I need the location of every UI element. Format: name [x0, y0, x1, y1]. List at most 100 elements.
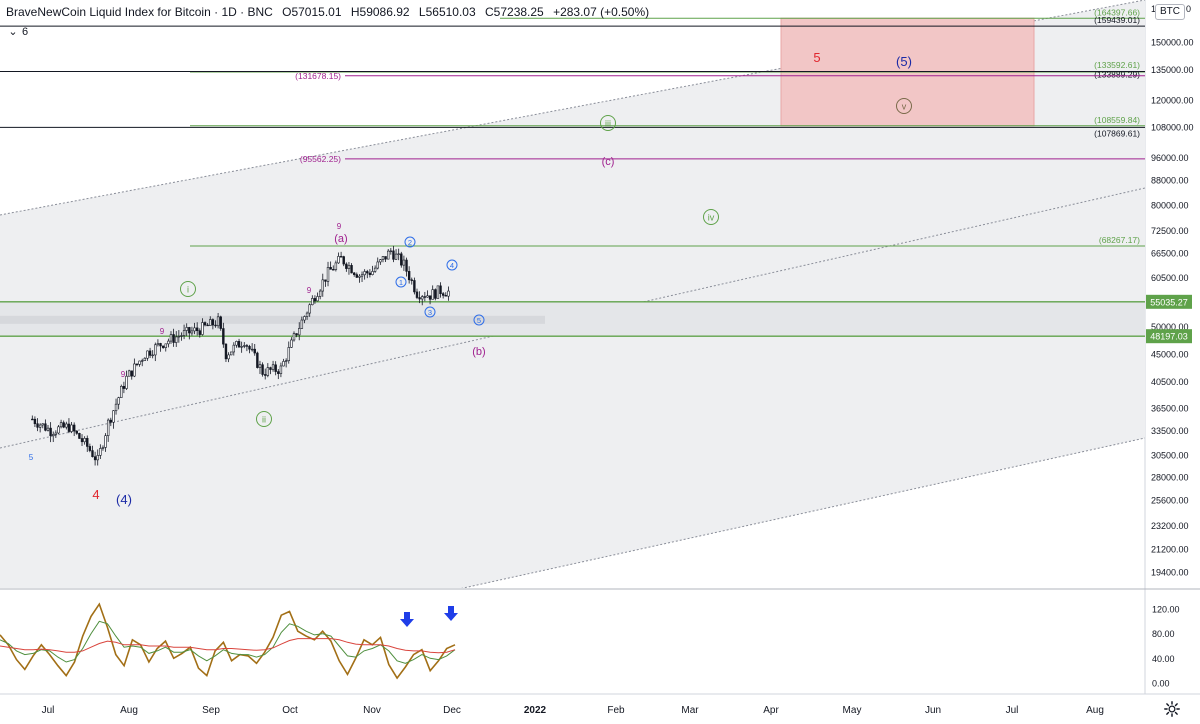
candle-body [180, 335, 183, 337]
candle-body [114, 403, 118, 412]
candle-body [402, 259, 406, 266]
candle-body [216, 316, 220, 327]
candle-body [363, 271, 366, 276]
candle-body [358, 275, 361, 278]
price-change: +283.07 (+0.50%) [553, 5, 650, 19]
candle-body [86, 438, 89, 447]
candle-body [394, 253, 398, 260]
candle-body [360, 274, 364, 277]
candle-body [305, 312, 309, 317]
candle-body [80, 438, 84, 443]
channel-line-lower [461, 437, 1145, 588]
candle-body [407, 271, 411, 281]
candle-body [256, 352, 259, 368]
time-tick-label: Aug [120, 705, 138, 716]
candle-body [41, 423, 44, 426]
time-tick-label: May [843, 705, 862, 716]
price-tick-label: 25600.00 [1151, 496, 1189, 506]
candle-body [271, 364, 275, 370]
candle-body [57, 426, 60, 434]
candle-body [436, 285, 440, 299]
wave-label: 9 [121, 370, 126, 379]
candle-body [250, 348, 254, 351]
price-tag [1146, 294, 1192, 309]
candle-body [444, 295, 447, 297]
candle-body [321, 279, 324, 292]
candle-body [141, 360, 144, 362]
wave-label: 2 [408, 238, 412, 247]
wave-circle [703, 209, 719, 225]
candle-body [347, 265, 351, 269]
price-series [31, 245, 450, 466]
candle-body [143, 357, 147, 361]
candle-body [188, 327, 191, 334]
price-tick-label: 108000.00 [1151, 123, 1194, 133]
candle-body [127, 370, 131, 377]
candle-body [434, 289, 437, 299]
level-label: (108559.84) [1094, 115, 1140, 125]
candle-body [224, 343, 228, 360]
price-tick-label: 96000.00 [1151, 153, 1189, 163]
osc-tick-label: 120.00 [1152, 605, 1180, 615]
candle-body [240, 346, 243, 348]
wave-circle [446, 259, 458, 271]
candle-body [342, 256, 345, 265]
candle-body [350, 265, 353, 274]
wave-label: 5 [29, 453, 34, 462]
ohlc-low: L56510.03 [418, 5, 476, 19]
time-tick-label: Nov [363, 705, 381, 716]
candle-body [175, 336, 178, 343]
wave-circle [473, 314, 485, 326]
candle-body [161, 345, 165, 348]
price-tick-label: 72500.00 [1151, 226, 1189, 236]
currency-badge[interactable]: BTC [1155, 4, 1185, 20]
price-tick-label: 33500.00 [1151, 426, 1189, 436]
candle-body [266, 367, 270, 376]
candle-body [248, 346, 251, 350]
candle-body [355, 274, 359, 278]
indicators-toggle[interactable]: ⌄ 6 [6, 25, 28, 38]
wave-label: 1 [399, 278, 403, 287]
gear-icon[interactable] [1163, 700, 1181, 718]
candle-body [167, 340, 170, 345]
candle-body [185, 327, 188, 331]
chevron-down-icon[interactable]: ⌄ [8, 26, 18, 38]
candle-body [130, 370, 133, 377]
candle-body [274, 364, 277, 372]
price-tick-label: 23200.00 [1151, 521, 1189, 531]
price-tick-label: 28000.00 [1151, 472, 1189, 482]
candle-body [439, 285, 442, 294]
horizontal-levels: (164397.66)(159439.01) (133592.61)(133889… [0, 7, 1145, 337]
ohlc-open: O57015.01 [282, 5, 342, 19]
candle-body [59, 422, 63, 428]
candle-body [159, 343, 162, 347]
wave-circle [256, 411, 272, 427]
price-tick-label: 19400.00 [1151, 568, 1189, 578]
candle-body [70, 424, 73, 432]
wave-label: ii [262, 415, 266, 425]
candle-body [373, 267, 377, 272]
candle-body [172, 334, 175, 343]
price-tick-label: 0 [1186, 4, 1191, 14]
candle-body [339, 256, 343, 258]
osc-tick-label: 0.00 [1152, 679, 1170, 689]
candle-body [418, 297, 421, 300]
candle-body [410, 279, 413, 281]
candle-body [101, 447, 105, 449]
candle-body [214, 324, 217, 327]
candle-body [49, 427, 52, 437]
candle-body [206, 324, 209, 327]
candle-body [198, 330, 201, 335]
candle-body [282, 361, 285, 367]
wave-label: i [187, 285, 189, 295]
wave-label: (a) [334, 233, 347, 245]
candle-body [303, 316, 306, 321]
price-tick-label: 30500.00 [1151, 450, 1189, 460]
time-axis[interactable]: Jul Aug Sep Oct Nov Dec 2022 Feb Mar Apr May Jun Jul… [42, 705, 1104, 716]
candle-body [122, 385, 126, 389]
candle-body [258, 364, 262, 368]
candle-body [52, 434, 55, 437]
candle-body [366, 271, 369, 274]
indicator-count: 6 [22, 26, 29, 38]
symbol-title[interactable]: BraveNewCoin Liquid Index for Bitcoin · … [6, 5, 273, 19]
